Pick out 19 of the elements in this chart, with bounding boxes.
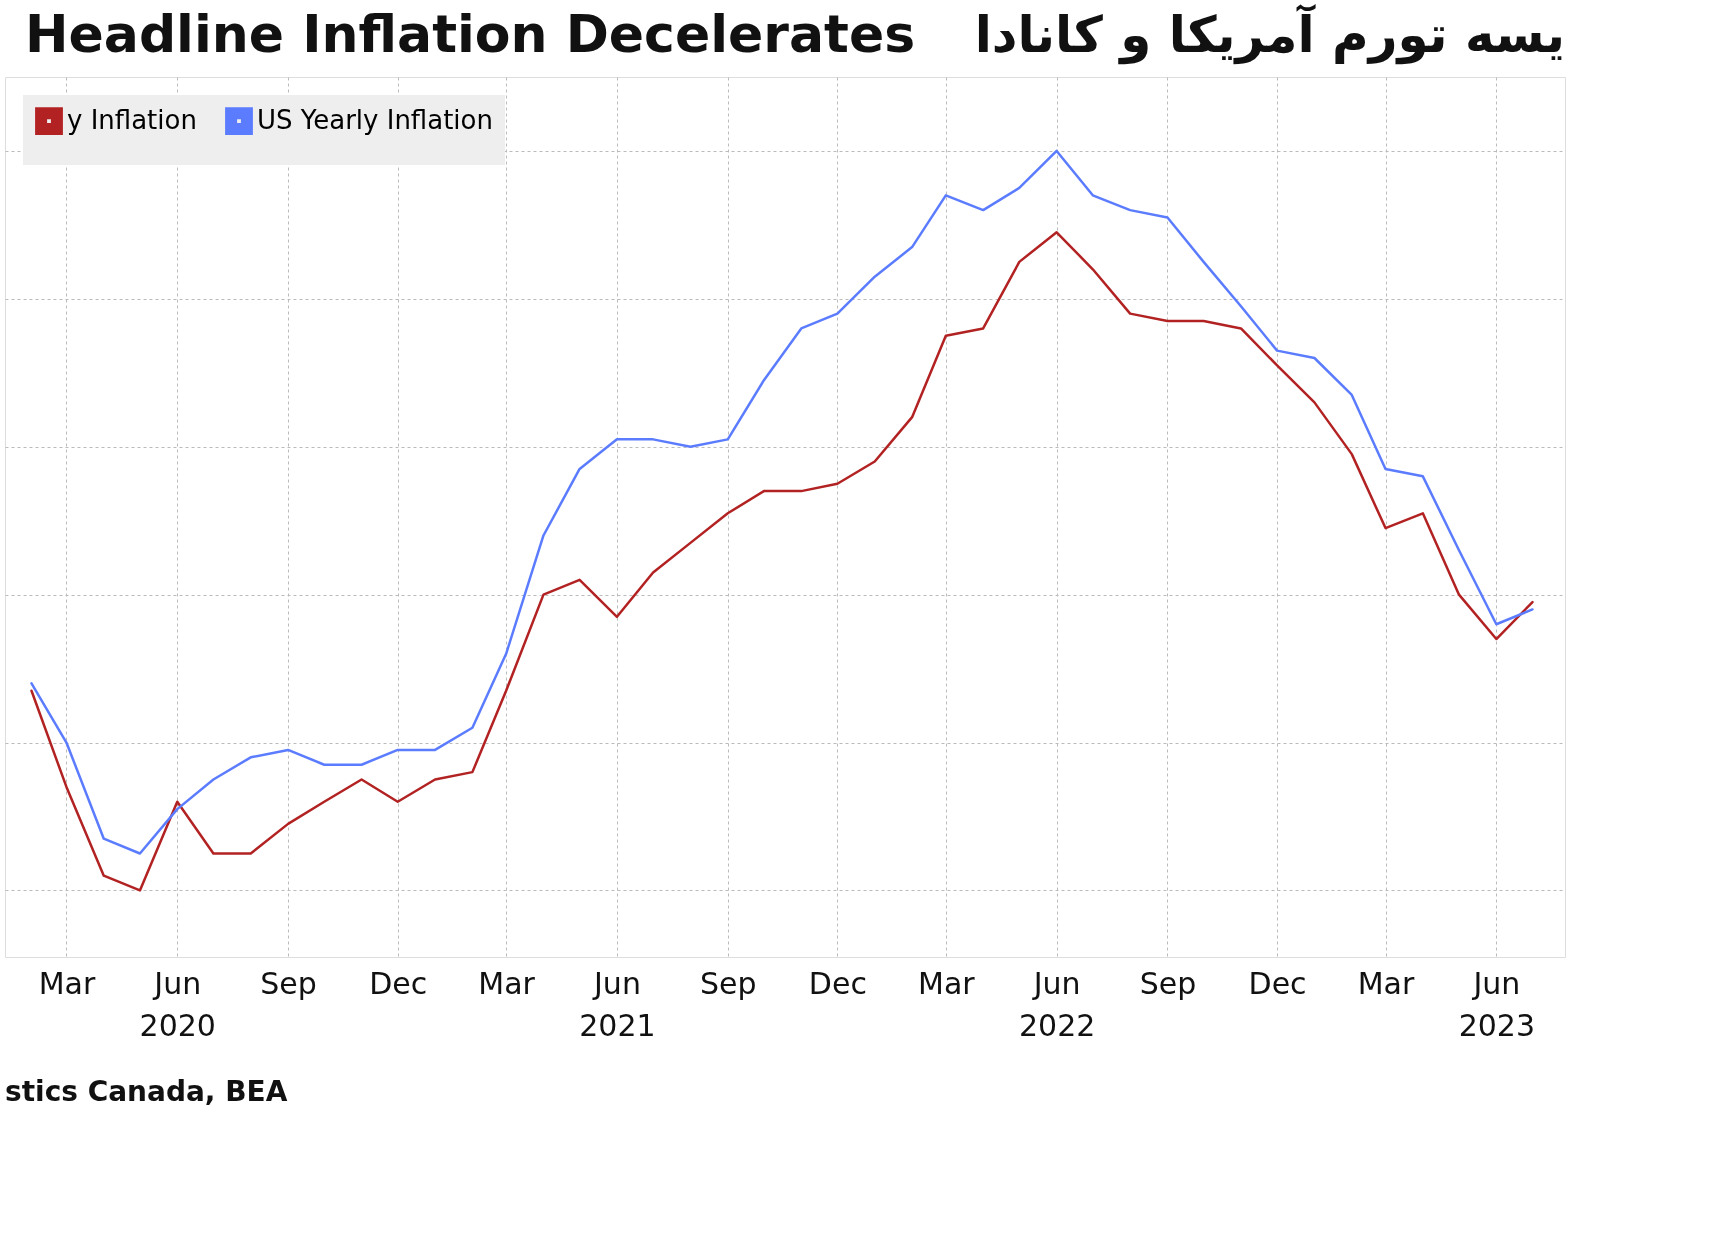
x-tick-label: Mar	[1357, 965, 1415, 1001]
x-tick-label: Sep	[260, 965, 317, 1001]
x-tick-label: Jun 2022	[1018, 965, 1096, 1043]
x-tick-label: Dec	[808, 965, 867, 1001]
x-tick-label: Sep	[1139, 965, 1197, 1001]
chart-subtitle: یسه تورم آمریکا و کانادا	[974, 4, 1565, 65]
chart-title: Headline Inflation Decelerates	[25, 4, 916, 64]
x-tick-label: Jun 2021	[579, 965, 656, 1043]
x-tick-label: Jun 2023	[1458, 965, 1536, 1043]
legend-label: US Yearly Inflation	[257, 105, 493, 136]
x-tick-label: Mar	[478, 965, 536, 1001]
text: stics Canada, BEA	[5, 1075, 288, 1108]
x-tick-label: Mar	[38, 965, 96, 1001]
x-tick-label: Dec	[369, 965, 428, 1001]
x-tick-label: Dec	[1248, 965, 1307, 1001]
x-tick-label: Sep	[700, 965, 757, 1001]
x-tick-label: Jun 2020	[139, 965, 216, 1043]
x-tick-label: Mar	[918, 965, 976, 1001]
legend-label: y Inflation	[67, 105, 197, 136]
